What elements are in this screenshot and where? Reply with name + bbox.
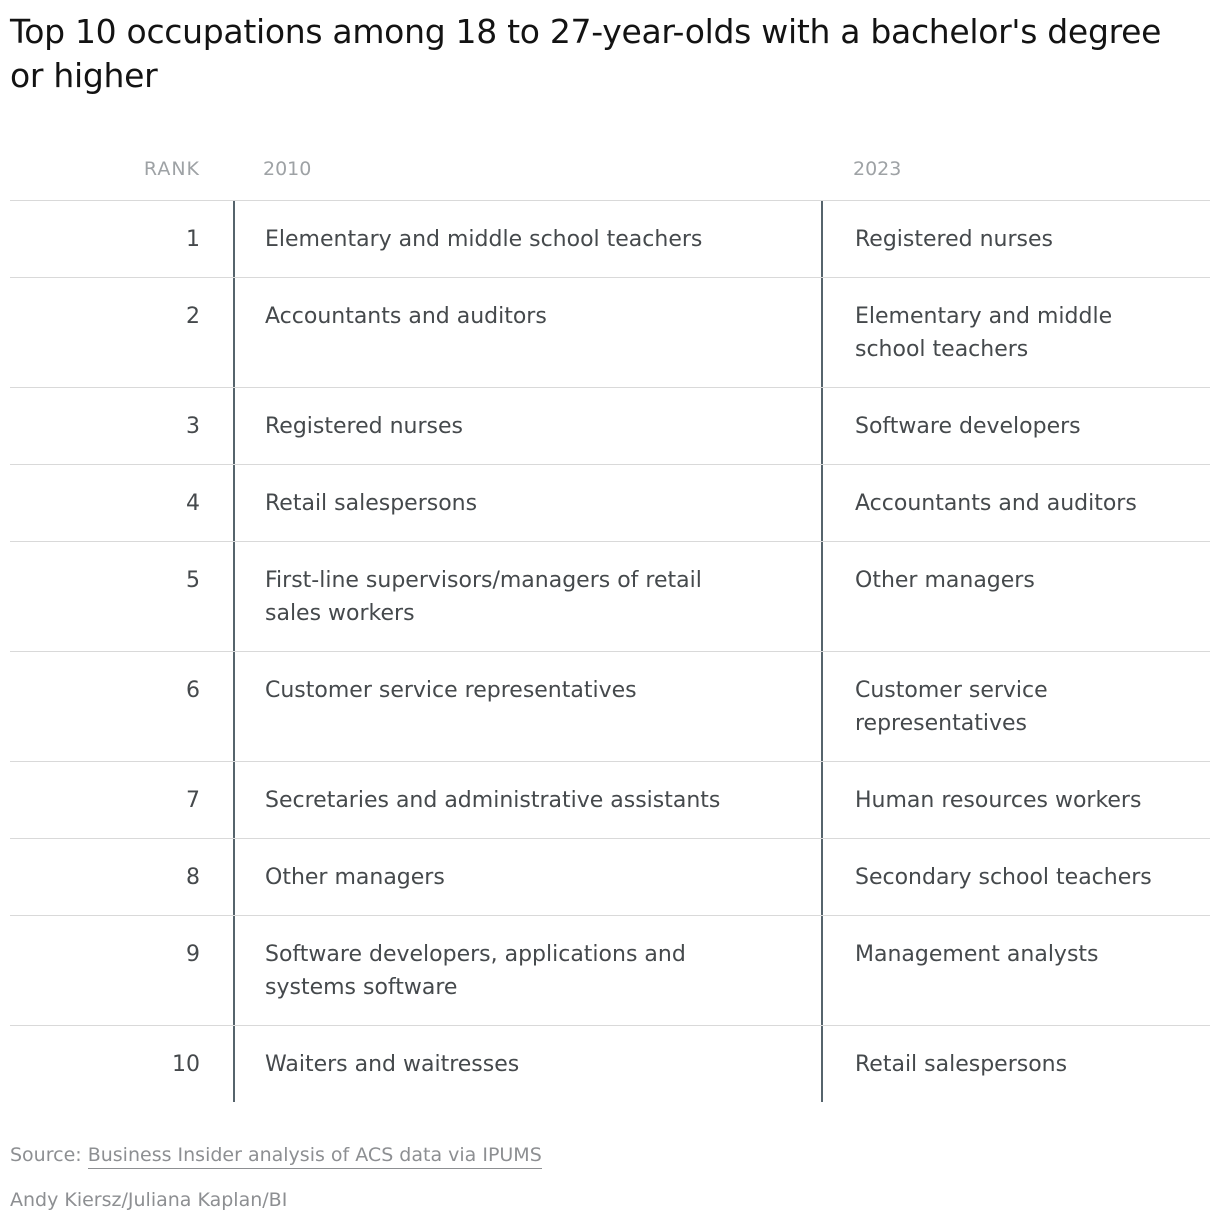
source-line: Source: Business Insider analysis of ACS… (10, 1144, 1210, 1169)
table-row: 3 Registered nurses Software developers (10, 388, 1210, 465)
occupation-2010-cell: Accountants and auditors (233, 278, 821, 387)
occupation-2010-text: Other managers (265, 865, 445, 890)
occupation-2023-cell: Software developers (821, 388, 1210, 464)
occupation-2010-text: Waiters and waitresses (265, 1052, 520, 1077)
table-row: 7 Secretaries and administrative assista… (10, 762, 1210, 839)
rank-cell: 6 (186, 678, 200, 703)
table-row: 5 First-line supervisors/managers of ret… (10, 542, 1210, 652)
header-2010-label: 2010 (263, 158, 312, 180)
occupation-2023-cell: Other managers (821, 542, 1210, 651)
occupation-2010-cell: Software developers, applications and sy… (233, 916, 821, 1025)
occupation-2023-cell: Human resources workers (821, 762, 1210, 838)
table-row: 8 Other managers Secondary school teache… (10, 839, 1210, 916)
rank-cell: 1 (186, 227, 200, 252)
rank-cell: 3 (186, 414, 200, 439)
occupation-2023-text: Software developers (855, 414, 1081, 439)
occupation-2010-text: Accountants and auditors (265, 304, 547, 329)
occupation-2023-text: Management analysts (855, 942, 1099, 967)
occupation-2023-text: Human resources workers (855, 788, 1142, 813)
occupations-table: RANK 2010 2023 1 Elementary and middle s… (10, 158, 1210, 1102)
occupation-2010-text: Registered nurses (265, 414, 463, 439)
header-2023-label: 2023 (853, 158, 902, 180)
occupation-2010-cell: First-line supervisors/managers of retai… (233, 542, 821, 651)
rank-cell: 8 (186, 865, 200, 890)
byline: Andy Kiersz/Juliana Kaplan/BI (10, 1189, 288, 1211)
rank-cell: 2 (186, 304, 200, 329)
occupation-2023-cell: Registered nurses (821, 201, 1210, 277)
table-row: 2 Accountants and auditors Elementary an… (10, 278, 1210, 388)
table-row: 1 Elementary and middle school teachers … (10, 201, 1210, 278)
rank-cell: 5 (186, 568, 200, 593)
occupation-2023-text: Other managers (855, 568, 1035, 593)
occupation-2010-cell: Retail salespersons (233, 465, 821, 541)
occupation-2010-cell: Waiters and waitresses (233, 1026, 821, 1102)
occupation-2023-text: Accountants and auditors (855, 491, 1137, 516)
occupation-2010-text: Software developers, applications and sy… (265, 942, 686, 1000)
occupation-2010-cell: Secretaries and administrative assistant… (233, 762, 821, 838)
occupation-2023-text: Registered nurses (855, 227, 1053, 252)
occupation-2023-text: Retail salespersons (855, 1052, 1068, 1077)
table-row: 4 Retail salespersons Accountants and au… (10, 465, 1210, 542)
occupation-2023-cell: Retail salespersons (821, 1026, 1210, 1102)
occupation-2010-cell: Elementary and middle school teachers (233, 201, 821, 277)
header-rank-label: RANK (143, 158, 200, 180)
occupation-2010-cell: Other managers (233, 839, 821, 915)
source-label: Source: (10, 1144, 88, 1166)
occupation-2010-cell: Registered nurses (233, 388, 821, 464)
rank-cell: 10 (172, 1052, 200, 1077)
footer: Source: Business Insider analysis of ACS… (10, 1144, 1210, 1212)
rank-cell: 7 (186, 788, 200, 813)
occupation-2023-text: Elementary and middle school teachers (855, 304, 1113, 362)
occupation-2023-cell: Management analysts (821, 916, 1210, 1025)
page-title: Top 10 occupations among 18 to 27-year-o… (10, 12, 1162, 95)
occupation-2023-cell: Accountants and auditors (821, 465, 1210, 541)
occupation-2023-text: Secondary school teachers (855, 865, 1152, 890)
table-header-row: RANK 2010 2023 (10, 158, 1210, 201)
occupation-2023-cell: Customer service representatives (821, 652, 1210, 761)
occupation-2023-cell: Elementary and middle school teachers (821, 278, 1210, 387)
occupation-2010-text: Elementary and middle school teachers (265, 227, 703, 252)
occupation-2010-text: Retail salespersons (265, 491, 478, 516)
occupation-2010-text: Secretaries and administrative assistant… (265, 788, 721, 813)
occupation-2010-text: Customer service representatives (265, 678, 637, 703)
occupation-2010-text: First-line supervisors/managers of retai… (265, 568, 702, 626)
source-link[interactable]: Business Insider analysis of ACS data vi… (87, 1144, 542, 1169)
table-row: 9 Software developers, applications and … (10, 916, 1210, 1026)
table-row: 6 Customer service representatives Custo… (10, 652, 1210, 762)
rank-cell: 9 (186, 942, 200, 967)
occupation-2010-cell: Customer service representatives (233, 652, 821, 761)
table-row: 10 Waiters and waitresses Retail salespe… (10, 1026, 1210, 1102)
rank-cell: 4 (186, 491, 200, 516)
occupation-2023-cell: Secondary school teachers (821, 839, 1210, 915)
occupation-2023-text: Customer service representatives (855, 678, 1048, 736)
